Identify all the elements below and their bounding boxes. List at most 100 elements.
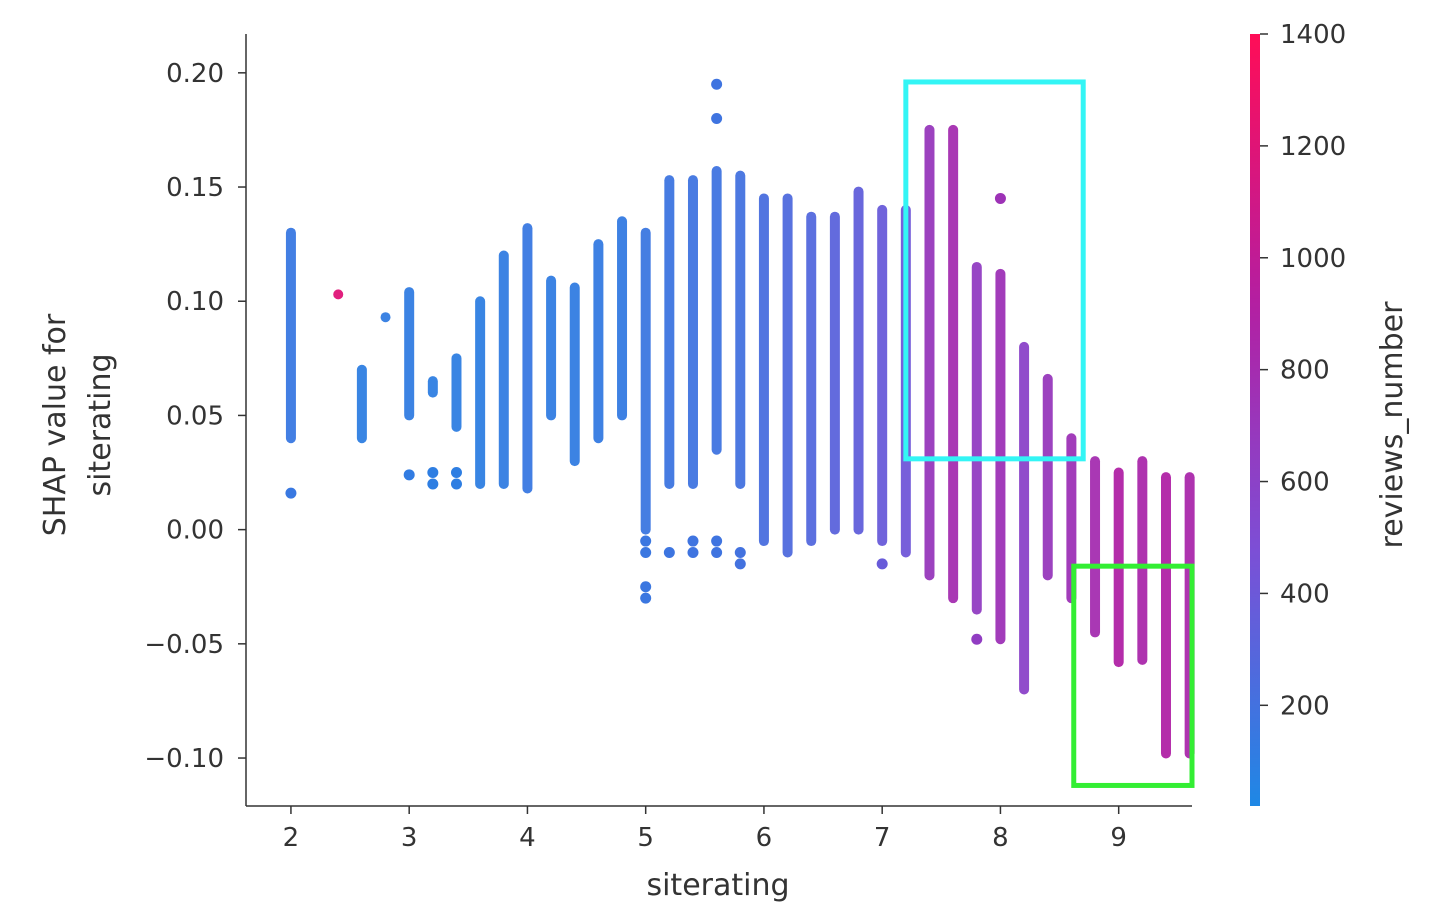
point-band <box>711 166 722 455</box>
point-column <box>333 289 344 300</box>
point-band <box>758 193 769 547</box>
point-column <box>427 376 439 490</box>
scatter-point <box>640 546 652 558</box>
point-band <box>333 289 344 300</box>
cyan-highlight-box <box>903 79 1086 462</box>
point-column <box>1042 373 1053 581</box>
point-band <box>735 170 746 489</box>
green-highlight-box <box>1071 563 1195 788</box>
colorbar-gradient <box>1250 34 1260 806</box>
point-column <box>380 312 391 323</box>
point-band <box>475 296 486 489</box>
point-band <box>687 175 698 489</box>
point-column <box>569 282 580 467</box>
y-tick-label: −0.10 <box>144 744 224 774</box>
colorbar-tick-label: 200 <box>1280 691 1330 721</box>
point-band <box>664 175 675 489</box>
point-column <box>758 193 769 547</box>
x-axis-title: siterating <box>646 868 789 903</box>
scatter-point <box>450 478 462 490</box>
scatter-point <box>711 546 723 558</box>
point-column <box>285 227 297 499</box>
point-band <box>285 227 296 444</box>
point-band <box>617 216 628 421</box>
colorbar: 1400 1200 1000 800 600 400 200 <box>1250 20 1346 806</box>
colorbar-tick-label: 800 <box>1280 356 1330 386</box>
x-tick-label: 8 <box>992 823 1009 853</box>
point-column <box>546 275 557 421</box>
x-tick-label: 4 <box>519 823 536 853</box>
colorbar-tick-label: 400 <box>1280 579 1330 609</box>
scatter-point <box>403 469 415 481</box>
point-band <box>546 275 557 421</box>
point-band <box>948 124 959 604</box>
point-column <box>1137 456 1148 665</box>
scatter-point <box>734 558 746 570</box>
scatter-point <box>640 581 652 593</box>
scatter-point <box>994 192 1006 204</box>
colorbar-tick-label: 1400 <box>1280 20 1346 50</box>
x-tick-label: 5 <box>637 823 654 853</box>
point-band <box>1160 472 1171 759</box>
highlight-boxes <box>903 79 1195 788</box>
scatter-point <box>711 113 723 125</box>
point-band <box>404 287 415 421</box>
x-tick-label: 9 <box>1110 823 1127 853</box>
colorbar-tick-label: 600 <box>1280 468 1330 498</box>
y-tick-label: 0.20 <box>166 59 224 89</box>
point-band <box>356 364 367 444</box>
scatter-point <box>640 592 652 604</box>
point-band <box>451 353 462 432</box>
scatter-points <box>285 78 1195 759</box>
x-tick-label: 6 <box>756 823 773 853</box>
point-column <box>640 227 652 604</box>
y-tick-label: 0.05 <box>166 401 224 431</box>
point-band <box>853 186 864 535</box>
point-band <box>971 261 982 615</box>
point-column <box>1066 433 1077 604</box>
point-column <box>475 296 486 489</box>
scatter-point <box>285 487 297 499</box>
scatter-point <box>663 546 675 558</box>
point-band <box>782 193 793 558</box>
point-band <box>877 204 888 547</box>
scatter-point <box>734 546 746 558</box>
scatter-point <box>876 558 888 570</box>
y-axis-title-line1: SHAP value for <box>38 313 73 536</box>
y-tick-label: 0.15 <box>166 173 224 203</box>
axes: 2 3 4 5 6 7 8 9 0.20 0.15 0.10 0.05 0.00 −0.05 −0.10 <box>144 34 1192 853</box>
point-column <box>450 353 462 490</box>
point-column <box>1019 341 1030 695</box>
point-column <box>687 175 699 558</box>
y-tick-label: 0.10 <box>166 287 224 317</box>
point-band <box>427 376 438 398</box>
point-column <box>806 211 817 547</box>
point-band <box>569 282 580 467</box>
point-column <box>876 204 888 570</box>
point-band <box>522 223 533 494</box>
scatter-point <box>687 546 699 558</box>
x-tick-label: 2 <box>283 823 300 853</box>
point-band <box>593 239 604 444</box>
point-band <box>1019 341 1030 695</box>
point-column <box>498 250 509 489</box>
y-axis-title-line2: siterating <box>83 353 118 496</box>
point-column <box>663 175 675 558</box>
point-column <box>924 124 935 581</box>
point-band <box>1090 456 1101 638</box>
axis-labels: siterating SHAP value for siterating rev… <box>38 301 1410 903</box>
point-column <box>734 170 746 570</box>
point-column <box>617 216 628 421</box>
scatter-point <box>427 478 439 490</box>
point-column <box>782 193 793 558</box>
point-band <box>1066 433 1077 604</box>
point-column <box>948 124 959 604</box>
scatter-point <box>640 535 652 547</box>
point-band <box>380 312 391 323</box>
point-column <box>1160 472 1171 759</box>
point-band <box>1042 373 1053 581</box>
colorbar-title: reviews_number <box>1375 301 1410 549</box>
colorbar-tick-label: 1000 <box>1280 244 1346 274</box>
point-band <box>924 124 935 581</box>
